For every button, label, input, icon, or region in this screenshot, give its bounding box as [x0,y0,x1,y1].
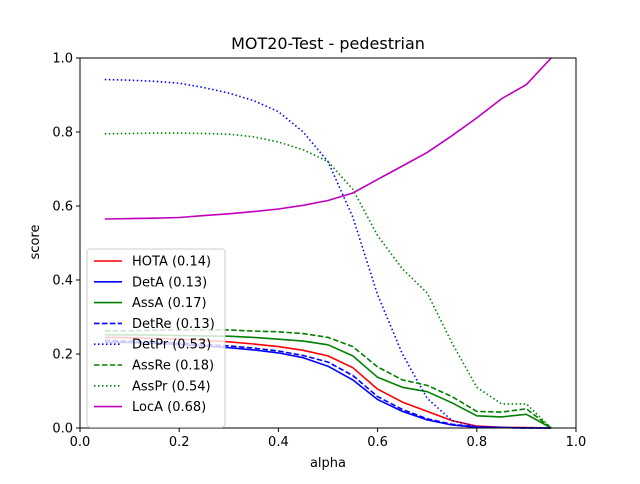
y-tick-label: 1.0 [52,52,73,67]
y-tick-label: 0.8 [52,126,73,141]
y-tick-label: 0.4 [52,274,73,289]
axis-ticks: 0.0 0.2 0.4 0.6 0.8 1.0 0.0 0.2 0.4 0.6 0.8 1.0 [52,52,586,451]
x-tick-label: 1.0 [566,435,587,450]
x-tick-label: 0.6 [367,435,388,450]
y-tick-label: 0.2 [52,348,73,363]
legend: HOTA (0.14) DetA (0.13) AssA (0.17) DetRe (… [86,248,226,428]
legend-label: AssPr (0.54) [132,379,211,394]
y-tick-label: 0.0 [52,422,73,437]
series-line-asspr [104,132,552,429]
x-axis-label: alpha [310,456,346,471]
legend-label: DetRe (0.13) [132,317,215,332]
series-line-detpr [104,78,552,429]
series-line-loca [104,57,552,220]
x-tick-label: 0.0 [70,435,91,450]
legend-label: AssRe (0.18) [132,359,214,374]
axes-frame [79,57,577,429]
x-tick-label: 0.8 [466,435,487,450]
legend-label: HOTA (0.14) [132,255,211,270]
legend-label: AssA (0.17) [132,296,207,311]
x-tick-label: 0.4 [268,435,289,450]
legend-label: LocA (0.68) [132,400,206,415]
chart-title: MOT20-Test - pedestrian [231,34,425,53]
y-tick-label: 0.6 [52,200,73,215]
legend-label: DetA (0.13) [132,275,207,290]
legend-label: DetPr (0.53) [132,338,211,353]
y-axis-label: score [28,225,43,260]
legend-box [86,248,226,428]
x-tick-label: 0.2 [169,435,190,450]
